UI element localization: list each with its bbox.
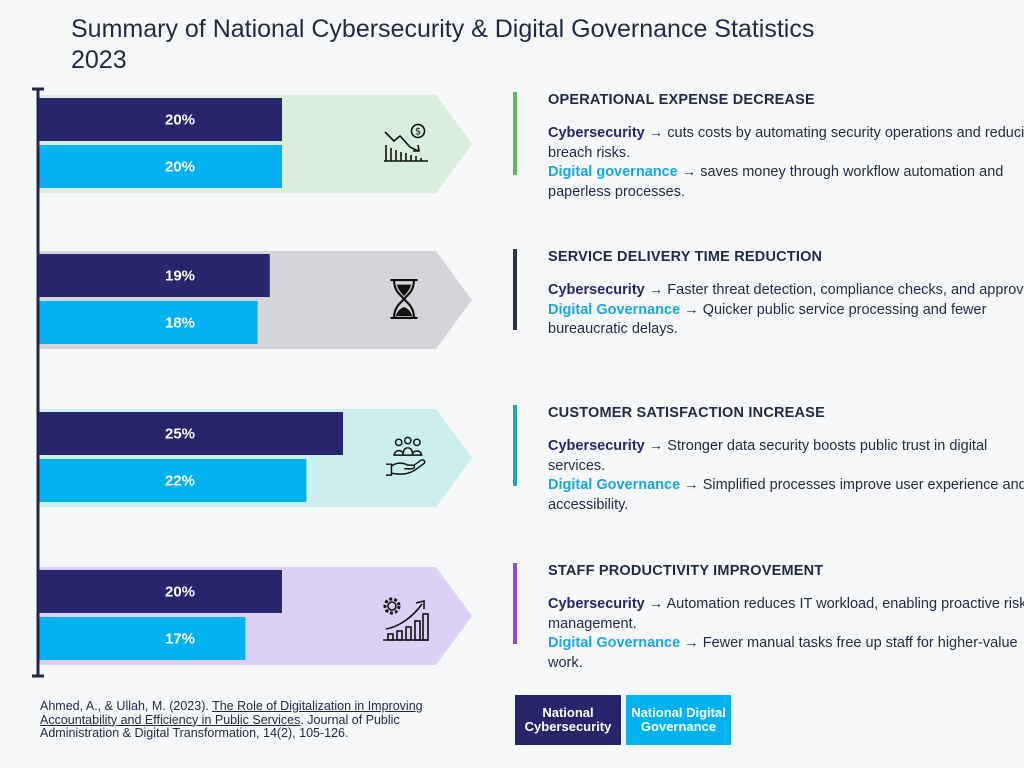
bar-digital-governance-operational-expense-decrease [38, 145, 282, 188]
bar-digital-governance-service-delivery-time-reduction [38, 301, 258, 344]
cybersecurity-label: Cybersecurity [548, 125, 645, 141]
bar-label-digital-governance-customer-satisfaction-increase: 22% [165, 473, 195, 490]
digital-governance-label: Digital governance [548, 164, 678, 180]
category-icons [381, 123, 431, 642]
citation-journal: . Journal of Public Administration & Dig… [40, 712, 400, 740]
chart-title-line-1: Summary of National Cybersecurity & Digi… [71, 15, 815, 43]
panel-staff-productivity-improvement: STAFF PRODUCTIVITY IMPROVEMENT Cybersecur… [513, 563, 1024, 673]
vertical-axis [32, 87, 44, 678]
bar-value-labels: 20% 20% 19% 18% 25% 22% 20% 17% [165, 112, 195, 648]
digital-governance-label: Digital Governance [548, 301, 681, 318]
bar-cybersecurity-customer-satisfaction-increase [38, 412, 343, 455]
panel-operational-expense-decrease: OPERATIONAL EXPENSE DECREASE Cybersecurit… [513, 92, 1024, 202]
bar-label-digital-governance-staff-productivity-improvement: 17% [165, 631, 195, 648]
panel-cybersecurity-text: Cybersecurity → Faster threat detection,… [548, 281, 1024, 301]
bars [38, 98, 343, 660]
panel-digital-governance-text: Digital Governance → Simplified processe… [548, 476, 1024, 515]
digital-governance-label: Digital Governance [548, 477, 681, 493]
panel-accent-bar [513, 405, 517, 486]
citation-authors: Ahmed, A., & Ullah, M. (2023). [40, 699, 213, 713]
digital-governance-description: → saves money through workflow automatio… [548, 164, 1004, 200]
bar-label-cybersecurity-service-delivery-time-reduction: 19% [165, 268, 195, 285]
panel-digital-governance-text: Digital Governance → Quicker public serv… [548, 301, 1024, 340]
panel-accent-bar [513, 92, 517, 175]
cybersecurity-description: → Stronger data security boosts public t… [548, 438, 988, 474]
cybersecurity-description: → Automation reduces IT workload, enabli… [548, 596, 1024, 632]
cybersecurity-description: → cuts costs by automating security oper… [548, 125, 1024, 161]
panel-digital-governance-text: Digital Governance → Fewer manual tasks … [548, 634, 1024, 673]
digital-governance-description: → Quicker public service processing and … [548, 301, 987, 338]
panel-cybersecurity-text: Cybersecurity → cuts costs by automating… [548, 124, 1024, 163]
bar-label-digital-governance-service-delivery-time-reduction: 18% [165, 315, 195, 332]
chart-title-line-2: 2023 [71, 46, 127, 74]
panel-cybersecurity-text: Cybersecurity → Stronger data security b… [548, 437, 1024, 476]
panel-accent-bar [513, 563, 517, 644]
panel-heading: STAFF PRODUCTIVITY IMPROVEMENT [548, 563, 824, 579]
bar-label-digital-governance-operational-expense-decrease: 20% [165, 159, 195, 176]
chart-title: Summary of National Cybersecurity & Digi… [71, 14, 971, 76]
bar-label-cybersecurity-staff-productivity-improvement: 20% [165, 584, 195, 601]
panel-service-delivery-time-reduction: SERVICE DELIVERY TIME REDUCTION Cybersecu… [513, 249, 1024, 340]
cybersecurity-label: Cybersecurity [548, 438, 645, 454]
panel-digital-governance-text: Digital governance → saves money through… [548, 163, 1024, 202]
panel-heading: OPERATIONAL EXPENSE DECREASE [548, 92, 815, 108]
panel-cybersecurity-text: Cybersecurity → Automation reduces IT wo… [548, 595, 1024, 634]
bar-label-cybersecurity-operational-expense-decrease: 20% [165, 112, 195, 129]
cybersecurity-label: Cybersecurity [548, 282, 645, 298]
bar-cybersecurity-service-delivery-time-reduction [38, 254, 270, 297]
cybersecurity-description: → Faster threat detection, compliance ch… [644, 282, 1024, 298]
bar-digital-governance-staff-productivity-improvement [38, 617, 246, 660]
bar-cybersecurity-operational-expense-decrease [38, 98, 282, 141]
cybersecurity-label: Cybersecurity [548, 596, 645, 612]
digital-governance-label: Digital Governance [548, 635, 681, 651]
bar-digital-governance-customer-satisfaction-increase [38, 459, 307, 502]
citation: Ahmed, A., & Ullah, M. (2023). The Role … [40, 699, 460, 741]
citation-article-title: The Role of Digitalization in Improving … [40, 699, 423, 727]
bar-cybersecurity-staff-productivity-improvement [38, 570, 282, 613]
panel-heading: CUSTOMER SATISFACTION INCREASE [548, 405, 825, 421]
digital-governance-description: → Fewer manual tasks free up staff for h… [548, 635, 1018, 671]
panel-heading: SERVICE DELIVERY TIME REDUCTION [548, 249, 823, 265]
bar-label-cybersecurity-customer-satisfaction-increase: 25% [165, 426, 195, 443]
legend-digital-governance: National Digital Governance [626, 695, 731, 745]
panel-customer-satisfaction-increase: CUSTOMER SATISFACTION INCREASE Cybersecur… [513, 405, 1024, 515]
digital-governance-description: → Simplified processes improve user expe… [548, 477, 1024, 513]
panel-accent-bar [513, 249, 517, 330]
legend-cybersecurity: National Cybersecurity [515, 695, 621, 745]
